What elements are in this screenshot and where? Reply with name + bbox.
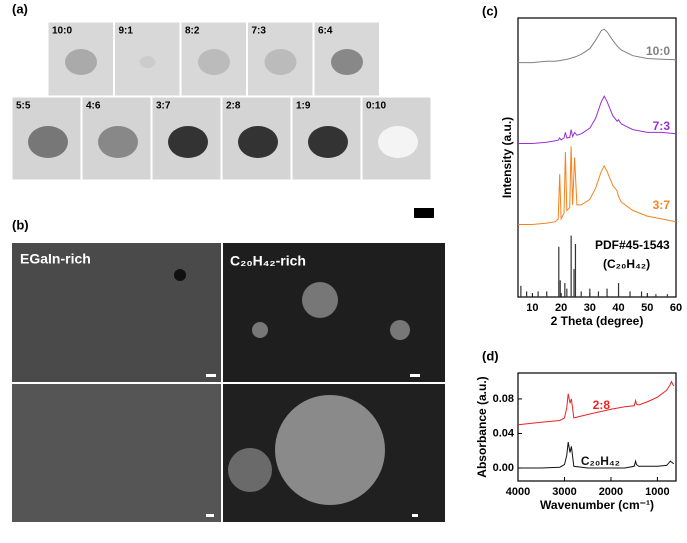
sem-image	[223, 243, 445, 382]
sample	[28, 126, 68, 158]
sem-label: EGaIn-rich	[20, 251, 91, 267]
x-tick-label: 10	[526, 302, 538, 314]
photo-label: 2:8	[226, 101, 241, 112]
x-tick-label: 20	[555, 302, 567, 314]
sem-image	[12, 243, 221, 382]
scale-bar	[410, 374, 420, 377]
sample	[378, 126, 418, 158]
panel-label: (c)	[482, 3, 498, 18]
particle	[390, 320, 410, 340]
series-line	[517, 380, 675, 426]
sample	[308, 126, 348, 158]
sem-image	[12, 384, 221, 522]
sample	[331, 49, 363, 75]
sem-grid: EGaIn-rich C₂₀H₄₂-rich	[12, 243, 445, 522]
particle	[302, 282, 338, 318]
series-line	[518, 442, 674, 469]
sample	[98, 126, 138, 158]
scale-bar	[412, 514, 418, 517]
y-tick-label: 0.04	[493, 427, 515, 439]
series-label: C₂₀H₄₂	[581, 454, 620, 468]
x-tick-label: 3000	[552, 486, 576, 498]
x-tick-label: 60	[670, 302, 682, 314]
scale-bar	[414, 208, 434, 218]
y-tick-label: 0.08	[493, 393, 514, 405]
x-tick-label: 1000	[645, 486, 669, 498]
reference-label: PDF#45-1543	[595, 238, 670, 252]
particle	[228, 448, 272, 492]
particle	[275, 395, 385, 505]
panel-label: (b)	[12, 217, 29, 232]
sample	[238, 126, 278, 158]
sample	[198, 49, 230, 75]
sample	[65, 49, 97, 75]
plot-frame	[517, 372, 677, 482]
photo-label: 6:4	[318, 26, 333, 37]
panel-label: (d)	[482, 348, 499, 363]
series-label: 3:7	[653, 198, 671, 212]
x-tick-label: 4000	[506, 486, 530, 498]
scale-bar	[206, 374, 216, 377]
photo-label: 8:2	[185, 26, 200, 37]
photo-label: 7:3	[252, 26, 267, 37]
y-axis-title: Absorbance (a.u.)	[475, 376, 489, 477]
pore	[174, 269, 186, 281]
sample	[139, 56, 156, 68]
x-tick-label: 30	[584, 302, 596, 314]
sample	[264, 49, 297, 75]
series-line	[518, 28, 677, 64]
sample	[168, 126, 208, 158]
x-axis-title: Wavenumber (cm⁻¹)	[540, 498, 654, 512]
photo-label: 4:6	[86, 101, 101, 112]
sem-label: C₂₀H₄₂-rich	[230, 253, 306, 269]
photo-label: 1:9	[296, 101, 311, 112]
photo-label: 3:7	[156, 101, 171, 112]
x-tick-label: 40	[612, 302, 624, 314]
series-line	[518, 146, 677, 225]
scale-bar	[206, 514, 214, 517]
particle	[252, 322, 268, 338]
photo-label: 0:10	[366, 101, 386, 112]
photo	[47, 21, 114, 97]
series-label: 2:8	[593, 398, 611, 412]
x-axis-title: 2 Theta (degree)	[551, 314, 644, 328]
x-tick-label: 50	[641, 302, 653, 314]
y-axis-title: Intensity (a.u.)	[500, 117, 514, 198]
photo-label: 5:5	[16, 101, 31, 112]
x-tick-label: 2000	[599, 486, 623, 498]
photo	[313, 21, 380, 97]
photo-label: 9:1	[119, 26, 134, 37]
series-line	[518, 95, 677, 144]
panel-label: (a)	[12, 1, 28, 16]
photo-label: 10:0	[52, 26, 72, 37]
series-label: 10:0	[646, 44, 670, 58]
series-label: 7:3	[653, 119, 671, 133]
reference-formula: (C₂₀H₄₂)	[603, 257, 650, 271]
y-tick-label: 0.00	[493, 462, 514, 474]
plot-frame	[517, 17, 677, 298]
